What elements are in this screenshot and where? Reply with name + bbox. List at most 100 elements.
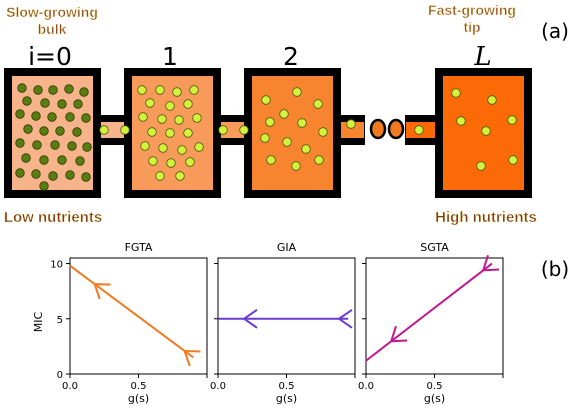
fast-cell-6 bbox=[183, 99, 193, 109]
y-tick-label: 0 bbox=[57, 370, 63, 381]
index-label-L: L bbox=[473, 42, 491, 72]
x-tick-label: 0.5 bbox=[279, 381, 295, 392]
fast-cell-47 bbox=[346, 119, 356, 129]
fast-cell-16 bbox=[177, 145, 187, 155]
x-tick-label: 0.0 bbox=[210, 381, 226, 392]
fast-cell-25 bbox=[313, 99, 323, 109]
slow-cell-31 bbox=[81, 172, 91, 182]
subplot-title: FGTA bbox=[125, 241, 153, 254]
fast-cell-18 bbox=[148, 156, 158, 166]
fast-cell-21 bbox=[155, 171, 165, 181]
fast-cell-42 bbox=[508, 155, 518, 165]
fast-cell-41 bbox=[476, 161, 486, 171]
subplot-sgta: SGTA 0.0 0.5g(s) bbox=[358, 241, 504, 405]
fast-cell-0 bbox=[137, 85, 147, 95]
x-axis-label: g(s) bbox=[128, 392, 149, 405]
slow-cell-24 bbox=[39, 155, 49, 165]
index-label-0: i=0 bbox=[28, 42, 72, 71]
fast-cell-23 bbox=[261, 95, 271, 105]
fast-cell-46 bbox=[239, 125, 249, 135]
panel-a-label: (a) bbox=[541, 19, 569, 43]
fast-cell-1 bbox=[155, 85, 165, 95]
fast-cell-48 bbox=[414, 125, 424, 135]
slow-cell-17 bbox=[72, 127, 82, 137]
slow-cell-22 bbox=[82, 142, 92, 152]
fast-cell-45 bbox=[218, 125, 228, 135]
plot-frame bbox=[365, 257, 504, 375]
x-axis-label: g(s) bbox=[424, 392, 445, 405]
slow-cell-9 bbox=[15, 109, 25, 119]
fast-cell-38 bbox=[456, 116, 466, 126]
slow-cell-16 bbox=[55, 126, 65, 136]
fast-cell-17 bbox=[194, 142, 204, 152]
x-axis-label: g(s) bbox=[276, 392, 297, 405]
fast-cell-15 bbox=[158, 143, 168, 153]
slow-cell-19 bbox=[32, 140, 42, 150]
subplot-title: SGTA bbox=[420, 241, 449, 254]
direction-arrow bbox=[337, 308, 353, 329]
ellipsis-dots bbox=[369, 118, 405, 140]
fast-cell-14 bbox=[140, 141, 150, 151]
y-axis-label: MIC bbox=[32, 311, 45, 332]
fast-cell-32 bbox=[301, 144, 311, 154]
slow-cell-8 bbox=[73, 99, 83, 109]
fast-cell-4 bbox=[145, 98, 155, 108]
slow-cell-20 bbox=[50, 140, 60, 150]
left-title-line1: Slow-growing bbox=[6, 4, 98, 20]
slow-cell-30 bbox=[65, 170, 75, 180]
fast-cell-20 bbox=[185, 157, 195, 167]
fast-cell-26 bbox=[279, 109, 289, 119]
cells bbox=[15, 83, 518, 191]
slow-cell-13 bbox=[81, 113, 91, 123]
fast-cell-31 bbox=[282, 137, 292, 147]
fast-cell-28 bbox=[297, 118, 307, 128]
fast-cell-9 bbox=[174, 115, 184, 125]
y-tick-label: 5 bbox=[57, 315, 63, 326]
slow-cell-5 bbox=[22, 96, 32, 106]
slow-cell-27 bbox=[15, 168, 25, 178]
slow-cell-6 bbox=[40, 98, 50, 108]
fast-cell-7 bbox=[138, 112, 148, 122]
fast-cell-36 bbox=[451, 88, 461, 98]
low-nutrients-caption: Low nutrients bbox=[4, 209, 102, 226]
slow-cell-15 bbox=[39, 126, 49, 136]
slow-cell-28 bbox=[31, 169, 41, 179]
fast-cell-8 bbox=[157, 114, 167, 124]
fast-cell-37 bbox=[487, 95, 497, 105]
fast-cell-27 bbox=[265, 117, 275, 127]
slow-cell-0 bbox=[17, 83, 27, 93]
subplot-gia: GIA 0.0 0.5g(s) bbox=[210, 241, 356, 405]
x-tick-label: 0.0 bbox=[62, 381, 78, 392]
fast-cell-2 bbox=[172, 87, 182, 97]
slow-cell-3 bbox=[64, 84, 74, 94]
slow-cell-1 bbox=[33, 85, 43, 95]
fast-cell-5 bbox=[165, 101, 175, 111]
y-tick-label: 10 bbox=[50, 260, 63, 271]
fast-cell-12 bbox=[165, 128, 175, 138]
subplot-fgta: FGTA 0.0 0.5g(s) 0 5 10 bbox=[50, 241, 208, 405]
fast-cell-33 bbox=[266, 155, 276, 165]
slow-cell-21 bbox=[67, 141, 77, 151]
slow-cell-23 bbox=[21, 153, 31, 163]
slow-cell-12 bbox=[65, 112, 75, 122]
slow-cell-2 bbox=[48, 85, 58, 95]
fast-cell-13 bbox=[183, 128, 193, 138]
slow-cell-7 bbox=[57, 99, 67, 109]
slow-cell-26 bbox=[75, 156, 85, 166]
slow-cell-18 bbox=[15, 138, 25, 148]
left-title-line2: bulk bbox=[38, 21, 67, 37]
fast-cell-39 bbox=[481, 126, 491, 136]
slow-cell-14 bbox=[23, 124, 33, 134]
direction-arrow bbox=[93, 283, 111, 300]
right-title-line1: Fast-growing bbox=[428, 2, 516, 18]
slow-cell-25 bbox=[57, 155, 67, 165]
plot-frame bbox=[217, 257, 356, 375]
panel-b-label: (b) bbox=[541, 257, 569, 281]
fast-cell-19 bbox=[166, 158, 176, 168]
slow-cell-11 bbox=[47, 112, 57, 122]
fast-cell-10 bbox=[192, 113, 202, 123]
index-label-2: 2 bbox=[283, 42, 299, 71]
